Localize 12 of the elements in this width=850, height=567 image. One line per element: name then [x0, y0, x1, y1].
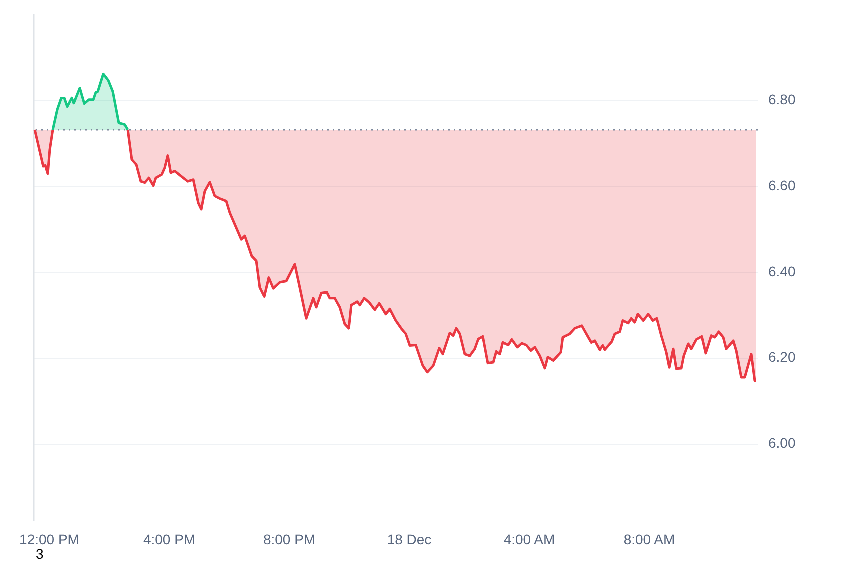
y-tick-label: 6.00	[768, 435, 796, 452]
y-tick-label: 6.40	[768, 263, 796, 280]
y-tick-label: 6.80	[768, 91, 796, 108]
x-tick-label: 8:00 AM	[624, 532, 676, 548]
x-tick-label: 4:00 PM	[143, 532, 196, 548]
x-tick-label: 18 Dec	[387, 532, 432, 548]
y-tick-label: 6.20	[768, 349, 796, 366]
x-tick-label: 8:00 PM	[263, 532, 316, 548]
y-tick-label: 6.60	[768, 177, 796, 194]
x-tick-label: 4:00 AM	[504, 532, 556, 548]
x-tick-label: 12:00 PM	[20, 532, 80, 548]
text: 3	[36, 546, 44, 562]
